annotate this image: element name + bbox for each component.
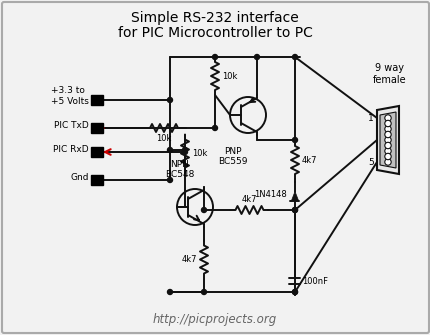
Circle shape (384, 153, 390, 160)
Circle shape (182, 149, 187, 154)
Polygon shape (376, 106, 398, 174)
Text: PNP
BC559: PNP BC559 (218, 147, 247, 166)
Text: 4k7: 4k7 (301, 155, 317, 164)
Text: http://picprojects.org: http://picprojects.org (153, 313, 276, 326)
Text: Simple RS-232 interface: Simple RS-232 interface (131, 11, 298, 25)
Bar (91, 123, 103, 133)
Circle shape (384, 115, 390, 121)
Text: for PIC Microcontroller to PC: for PIC Microcontroller to PC (117, 26, 312, 40)
Text: 4k7: 4k7 (241, 195, 257, 204)
Polygon shape (291, 192, 298, 201)
Text: +3.3 to
+5 Volts: +3.3 to +5 Volts (51, 86, 89, 106)
Circle shape (182, 147, 187, 152)
Text: 10k: 10k (156, 134, 171, 143)
Circle shape (212, 55, 217, 60)
Circle shape (384, 159, 390, 165)
Circle shape (292, 137, 297, 142)
Circle shape (167, 289, 172, 294)
Text: 1: 1 (367, 114, 373, 123)
Circle shape (212, 126, 217, 131)
Circle shape (292, 207, 297, 212)
Text: 100nF: 100nF (302, 276, 328, 285)
Circle shape (384, 137, 390, 143)
Circle shape (201, 289, 206, 294)
Text: 5: 5 (367, 157, 373, 166)
FancyBboxPatch shape (2, 2, 428, 333)
Circle shape (292, 289, 297, 294)
Circle shape (292, 55, 297, 60)
Circle shape (167, 147, 172, 152)
Text: Gnd: Gnd (71, 173, 89, 182)
Text: 1N4148: 1N4148 (254, 190, 286, 199)
Circle shape (384, 142, 390, 149)
Bar (91, 147, 103, 157)
Bar (91, 175, 103, 185)
Circle shape (292, 207, 297, 212)
Circle shape (167, 97, 172, 103)
Text: NPN
BC548: NPN BC548 (165, 159, 194, 179)
Circle shape (384, 131, 390, 138)
Text: 9 way
female: 9 way female (372, 63, 406, 85)
Text: 4k7: 4k7 (181, 255, 197, 264)
Polygon shape (379, 112, 395, 168)
Text: 10k: 10k (221, 71, 237, 80)
Circle shape (384, 126, 390, 132)
Text: PIC RxD: PIC RxD (53, 144, 89, 153)
Circle shape (254, 55, 259, 60)
Text: 10k: 10k (191, 149, 207, 158)
Circle shape (384, 120, 390, 127)
Circle shape (384, 148, 390, 154)
Circle shape (201, 207, 206, 212)
Bar (91, 95, 103, 105)
Text: PIC TxD: PIC TxD (54, 121, 89, 130)
Circle shape (167, 178, 172, 183)
Circle shape (292, 289, 297, 294)
